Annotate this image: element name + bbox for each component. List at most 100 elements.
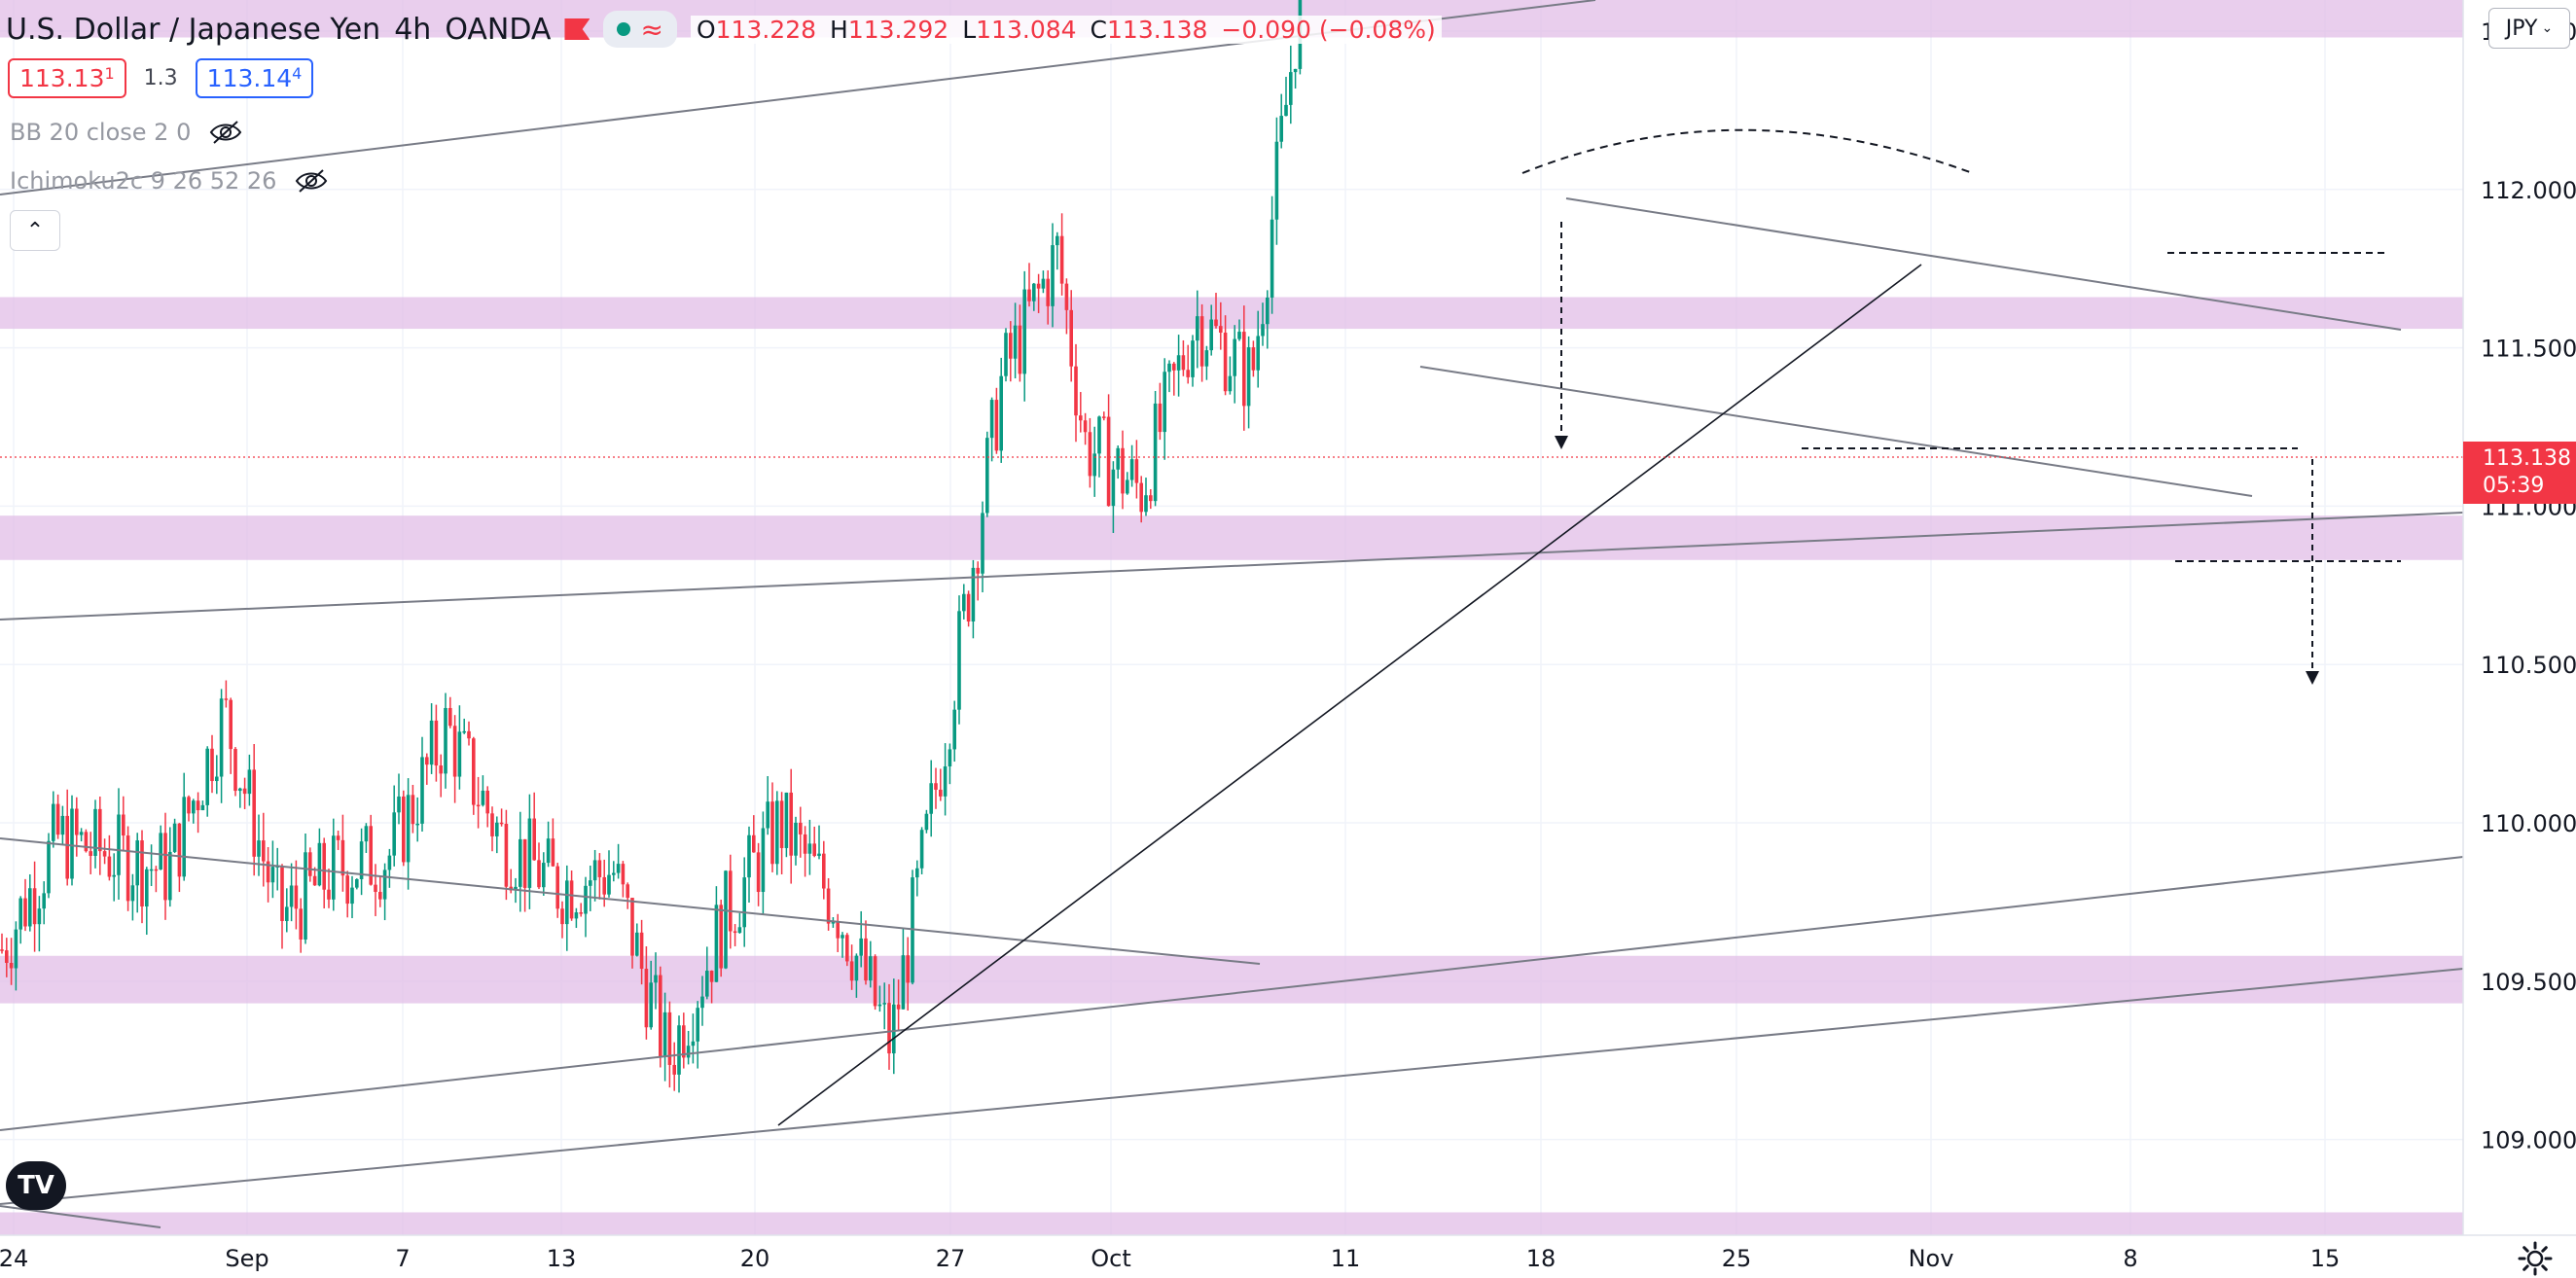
candle-202 xyxy=(943,743,948,816)
candle-275 xyxy=(1284,76,1288,117)
candle-148 xyxy=(691,1013,696,1064)
candle-25 xyxy=(117,788,121,900)
candle-113 xyxy=(527,794,532,909)
candle-262 xyxy=(1223,315,1228,396)
candle-86 xyxy=(402,790,406,867)
sell-button[interactable]: 113.131 xyxy=(8,58,126,98)
candle-201 xyxy=(939,768,943,801)
candle-120 xyxy=(560,901,564,939)
candle-138 xyxy=(644,946,649,1040)
candle-29 xyxy=(135,833,139,913)
indicator-ichimoku[interactable]: Ichimoku2c 9 26 52 26 xyxy=(10,167,329,195)
candle-166 xyxy=(775,791,779,875)
candle-216 xyxy=(1009,321,1013,382)
candle-52 xyxy=(242,777,247,809)
candle-124 xyxy=(579,903,583,917)
candle-68 xyxy=(317,828,322,887)
candle-215 xyxy=(1004,328,1008,382)
time-tick-3: 13 xyxy=(547,1245,577,1272)
candle-256 xyxy=(1196,290,1199,369)
candle-9 xyxy=(42,881,46,925)
candle-26 xyxy=(122,796,125,852)
current-price-label: 113.138 xyxy=(2483,446,2571,471)
candle-230 xyxy=(1074,343,1078,443)
candle-82 xyxy=(382,863,387,921)
time-tick-0: 24 xyxy=(0,1245,28,1272)
eye-off-icon[interactable] xyxy=(294,168,329,194)
market-status-pill[interactable]: ≈ xyxy=(603,11,677,48)
trend-line-long-3 xyxy=(0,968,2464,1205)
candle-114 xyxy=(532,792,536,861)
candle-139 xyxy=(649,960,653,1030)
price-tick-7: 112.000 xyxy=(2481,177,2576,204)
candle-214 xyxy=(999,357,1003,463)
candle-265 xyxy=(1237,319,1241,341)
candle-236 xyxy=(1102,411,1106,421)
candle-6 xyxy=(28,873,32,932)
buy-button[interactable]: 113.144 xyxy=(195,58,314,98)
candle-222 xyxy=(1036,273,1041,313)
eye-off-icon[interactable] xyxy=(208,120,243,145)
tradingview-logo[interactable]: TV xyxy=(6,1161,66,1210)
broker-label: OANDA xyxy=(445,12,552,47)
candle-170 xyxy=(794,816,798,866)
candle-59 xyxy=(275,847,279,891)
candle-219 xyxy=(1022,270,1026,402)
candle-192 xyxy=(896,979,901,1030)
candle-160 xyxy=(747,826,751,903)
candle-142 xyxy=(662,992,667,1082)
candle-249 xyxy=(1163,358,1166,460)
candle-64 xyxy=(299,898,303,953)
candle-144 xyxy=(672,1042,676,1091)
candle-36 xyxy=(168,827,172,907)
time-tick-4: 20 xyxy=(740,1245,770,1272)
candle-167 xyxy=(779,792,784,874)
candle-73 xyxy=(340,814,345,892)
candle-111 xyxy=(519,811,522,912)
flag-icon[interactable] xyxy=(564,18,590,40)
candle-117 xyxy=(546,821,551,868)
candle-182 xyxy=(849,944,854,990)
candle-65 xyxy=(304,833,307,944)
candle-208 xyxy=(971,559,976,639)
gear-icon[interactable] xyxy=(2516,1239,2555,1278)
candle-220 xyxy=(1027,263,1031,307)
candle-106 xyxy=(495,816,499,854)
interval-label[interactable]: 4h xyxy=(394,12,432,47)
candle-70 xyxy=(327,869,331,908)
current-price-badge: 113.138 05:39 xyxy=(2463,442,2576,504)
candle-212 xyxy=(989,397,994,462)
candle-191 xyxy=(892,978,896,1075)
dome-arc xyxy=(1521,128,1971,174)
candle-23 xyxy=(107,834,112,881)
candle-119 xyxy=(555,863,559,918)
candle-156 xyxy=(729,854,733,949)
candle-20 xyxy=(93,799,97,869)
candle-180 xyxy=(841,932,844,958)
candle-69 xyxy=(322,837,326,908)
symbol-title[interactable]: U.S. Dollar / Japanese Yen xyxy=(6,12,381,47)
candle-161 xyxy=(752,815,756,853)
candle-95 xyxy=(444,692,447,789)
candle-153 xyxy=(714,886,719,982)
candle-149 xyxy=(696,1001,699,1069)
candle-184 xyxy=(859,910,863,968)
candle-8 xyxy=(37,896,42,952)
candle-136 xyxy=(635,923,639,957)
chevron-up-icon[interactable]: ⌃ xyxy=(10,210,60,251)
candle-63 xyxy=(294,860,299,930)
currency-button[interactable]: JPY ⌄ xyxy=(2488,8,2570,49)
price-tick-8: 111.500 xyxy=(2481,336,2576,363)
candle-14 xyxy=(65,789,69,886)
candle-112 xyxy=(522,838,527,912)
candle-60 xyxy=(280,864,284,949)
indicator-bb[interactable]: BB 20 close 2 0 xyxy=(10,119,243,146)
candle-211 xyxy=(985,431,989,517)
candle-239 xyxy=(1116,444,1120,479)
time-axis: 24 Sep 7 13 20 27 Oct 11 18 25 Nov 8 15 xyxy=(0,1234,2576,1278)
trend-drawings xyxy=(0,0,2464,1228)
candle-270 xyxy=(1261,302,1265,346)
candle-48 xyxy=(224,680,229,708)
candle-247 xyxy=(1153,390,1158,507)
